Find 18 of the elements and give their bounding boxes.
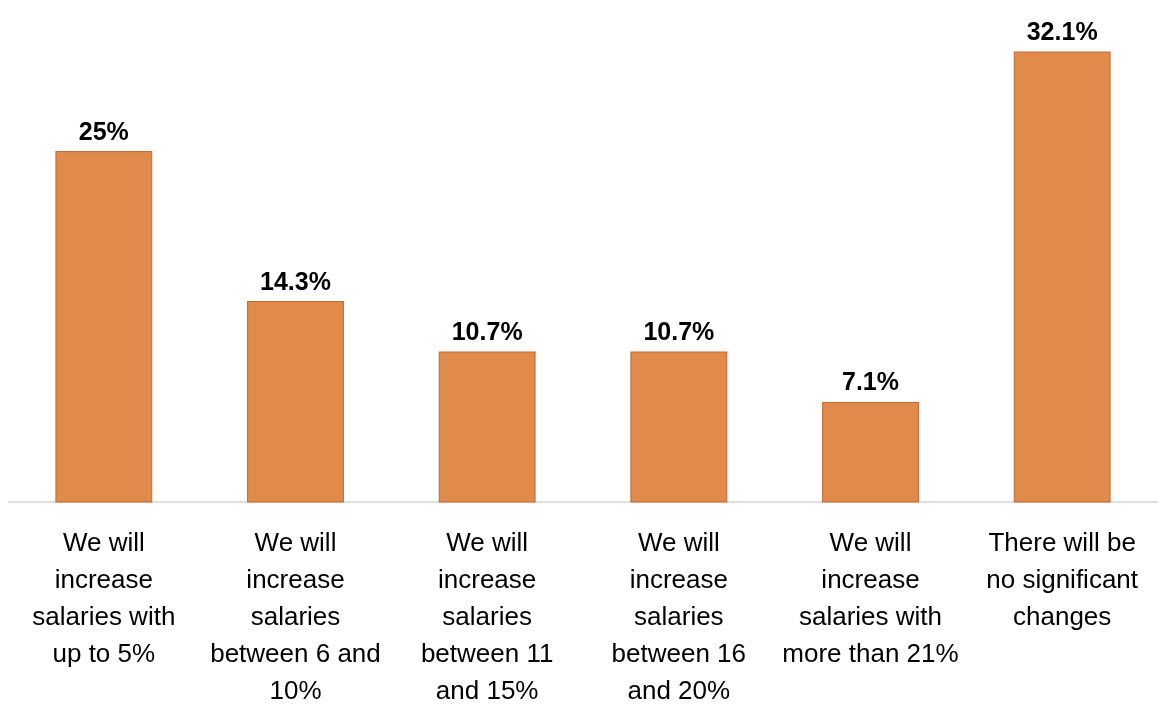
- bar: [1013, 51, 1111, 503]
- data-label: 7.1%: [842, 367, 899, 396]
- bar: [247, 301, 344, 503]
- x-tick-label: We will increase salaries with more than 21%: [782, 527, 959, 668]
- bar: [55, 151, 153, 503]
- data-label: 10.7%: [451, 317, 523, 345]
- bar: [822, 401, 919, 503]
- data-label: 10.7%: [643, 317, 715, 345]
- data-label: 25%: [78, 116, 129, 145]
- x-tick-label: We will increase salaries between 11 and 15%: [420, 527, 554, 705]
- data-label: 32.1%: [1026, 17, 1098, 45]
- data-label: 14.3%: [260, 266, 331, 295]
- x-tick-label: There will be no significant changes: [986, 527, 1139, 631]
- x-tick-label: We will increase salaries between 16 and 20%: [611, 527, 747, 705]
- x-tick-label: We will increase salaries between 6 and 10%: [210, 527, 381, 705]
- x-tick-label: We will increase salaries with up to 5%: [32, 527, 176, 668]
- bar: [438, 351, 536, 503]
- bar: [630, 351, 728, 503]
